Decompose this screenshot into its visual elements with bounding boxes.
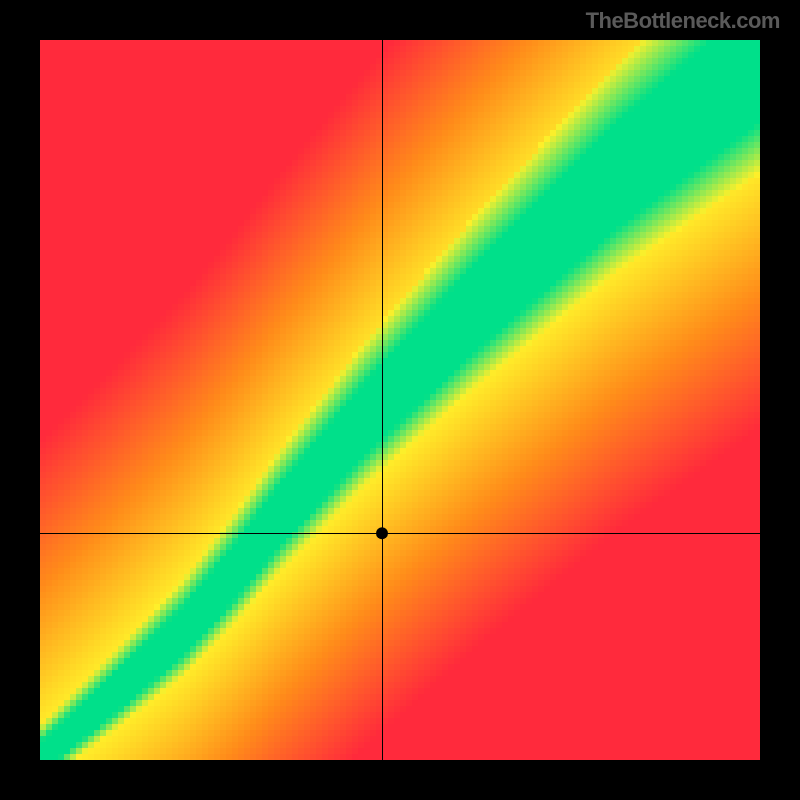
chart-container: TheBottleneck.com	[0, 0, 800, 800]
heatmap-canvas	[40, 40, 760, 760]
watermark-text: TheBottleneck.com	[586, 8, 780, 34]
plot-area	[40, 40, 760, 760]
